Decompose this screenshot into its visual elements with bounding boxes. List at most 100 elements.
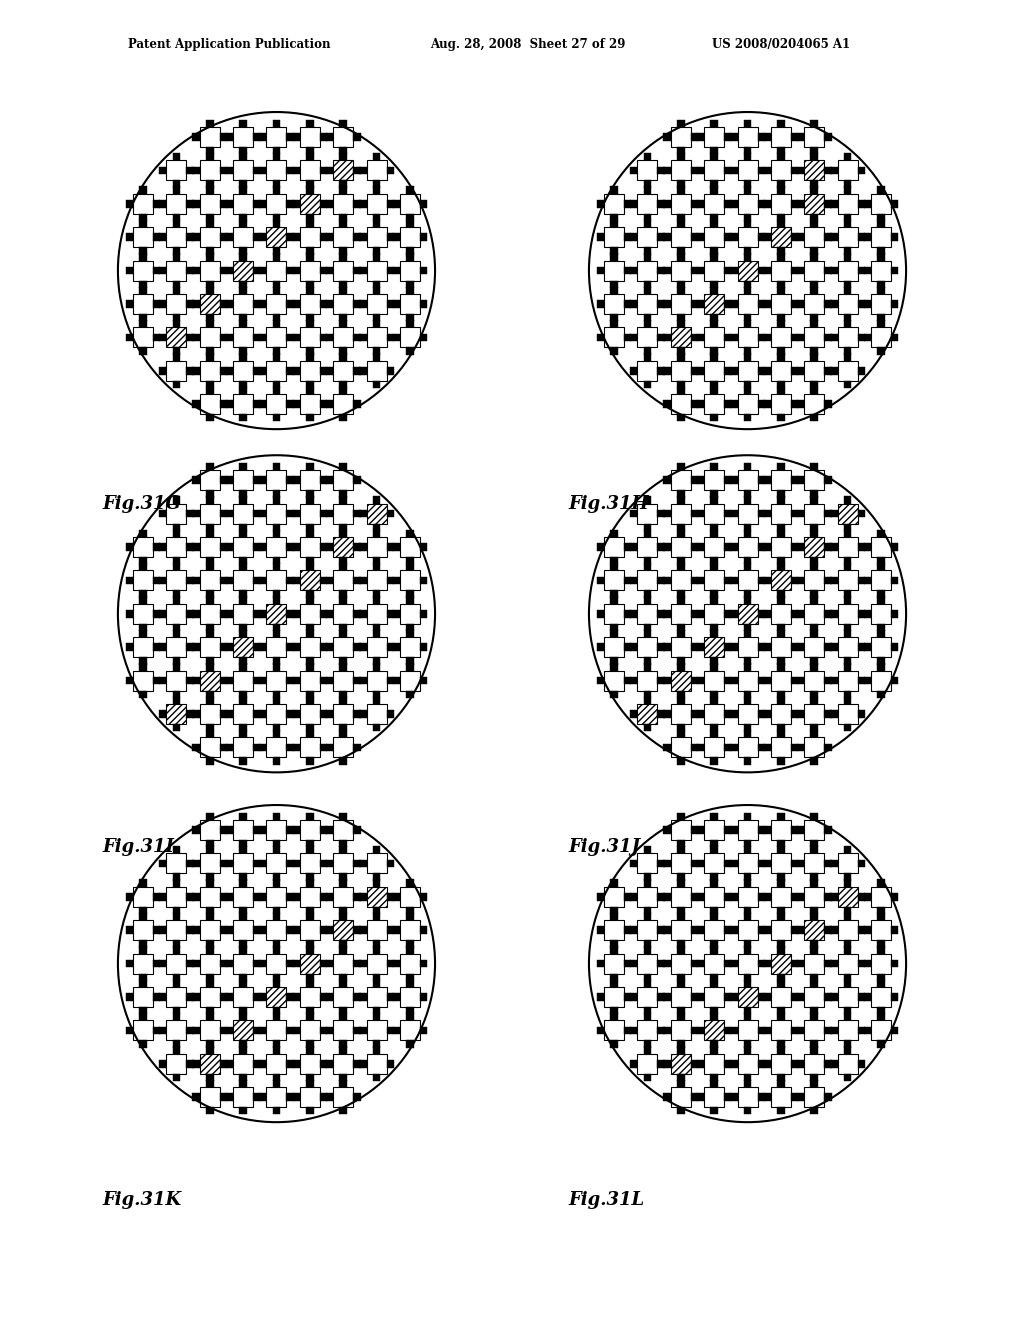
Bar bbox=[830, 577, 838, 585]
Bar bbox=[373, 319, 381, 327]
Bar bbox=[764, 477, 771, 484]
Bar bbox=[711, 120, 718, 127]
Bar bbox=[810, 557, 818, 565]
Bar bbox=[159, 334, 166, 341]
Bar bbox=[804, 327, 824, 347]
Bar bbox=[671, 820, 691, 840]
Bar bbox=[387, 267, 394, 275]
Bar bbox=[392, 577, 400, 585]
Bar bbox=[810, 907, 818, 915]
Bar bbox=[643, 597, 651, 603]
Bar bbox=[287, 677, 294, 684]
Bar bbox=[804, 260, 824, 281]
Bar bbox=[333, 227, 353, 247]
Bar bbox=[259, 1060, 266, 1068]
Bar bbox=[764, 610, 771, 618]
Bar bbox=[758, 510, 765, 517]
Bar bbox=[407, 1040, 414, 1048]
Bar bbox=[758, 993, 765, 1001]
Bar bbox=[259, 859, 266, 867]
Bar bbox=[400, 920, 420, 940]
Bar bbox=[166, 360, 186, 380]
Bar bbox=[326, 234, 333, 242]
Bar bbox=[743, 1073, 752, 1081]
Bar bbox=[287, 927, 294, 935]
Bar bbox=[272, 387, 281, 395]
Bar bbox=[630, 643, 637, 651]
Bar bbox=[373, 564, 381, 570]
Bar bbox=[333, 260, 353, 281]
Bar bbox=[326, 166, 333, 174]
Bar bbox=[266, 987, 287, 1007]
Bar bbox=[206, 181, 214, 187]
Bar bbox=[643, 220, 651, 227]
Bar bbox=[711, 380, 718, 388]
Bar bbox=[407, 557, 414, 565]
Bar bbox=[711, 387, 718, 395]
Bar bbox=[771, 704, 791, 723]
Bar bbox=[743, 414, 752, 421]
Bar bbox=[319, 577, 328, 585]
Bar bbox=[777, 1012, 784, 1020]
Bar bbox=[691, 234, 698, 242]
Bar bbox=[677, 597, 685, 603]
Bar bbox=[359, 300, 367, 308]
Bar bbox=[871, 671, 891, 690]
Bar bbox=[791, 1060, 799, 1068]
Bar bbox=[367, 227, 387, 247]
Bar bbox=[400, 887, 420, 907]
Bar bbox=[392, 643, 400, 651]
Bar bbox=[758, 960, 765, 968]
Bar bbox=[630, 960, 637, 968]
Bar bbox=[300, 470, 319, 490]
Bar bbox=[691, 826, 698, 834]
Bar bbox=[206, 147, 214, 154]
Bar bbox=[359, 234, 367, 242]
Bar bbox=[367, 704, 387, 723]
Bar bbox=[319, 477, 328, 484]
Bar bbox=[233, 395, 253, 414]
Bar bbox=[240, 529, 247, 537]
Bar bbox=[233, 470, 253, 490]
Bar bbox=[400, 194, 420, 214]
Bar bbox=[233, 161, 253, 181]
Bar bbox=[359, 201, 367, 207]
Bar bbox=[657, 166, 665, 174]
Bar bbox=[858, 510, 865, 517]
Bar bbox=[193, 743, 200, 751]
Bar bbox=[133, 537, 153, 557]
Bar bbox=[306, 214, 313, 222]
Bar bbox=[730, 166, 737, 174]
Bar bbox=[420, 234, 427, 242]
Bar bbox=[306, 730, 313, 738]
Bar bbox=[624, 610, 632, 618]
Bar bbox=[373, 657, 381, 664]
Bar bbox=[126, 677, 133, 684]
Bar bbox=[186, 544, 194, 550]
Bar bbox=[730, 610, 737, 618]
Bar bbox=[705, 603, 724, 624]
Bar bbox=[339, 723, 347, 731]
Bar bbox=[373, 940, 381, 948]
Bar bbox=[353, 510, 360, 517]
Bar bbox=[604, 260, 624, 281]
Bar bbox=[306, 1012, 313, 1020]
Bar bbox=[797, 677, 804, 684]
Bar bbox=[871, 537, 891, 557]
Bar bbox=[758, 133, 765, 141]
Bar bbox=[657, 643, 665, 651]
Bar bbox=[671, 395, 691, 414]
Bar bbox=[367, 920, 387, 940]
Bar bbox=[664, 1093, 671, 1101]
Bar bbox=[657, 710, 665, 718]
Bar bbox=[797, 859, 804, 867]
Bar bbox=[220, 1060, 227, 1068]
Bar bbox=[193, 1060, 200, 1068]
Bar bbox=[804, 820, 824, 840]
Bar bbox=[300, 127, 319, 147]
Bar bbox=[791, 367, 799, 375]
Bar bbox=[764, 510, 771, 517]
Bar bbox=[604, 920, 624, 940]
Bar bbox=[758, 400, 765, 408]
Bar bbox=[643, 253, 651, 260]
